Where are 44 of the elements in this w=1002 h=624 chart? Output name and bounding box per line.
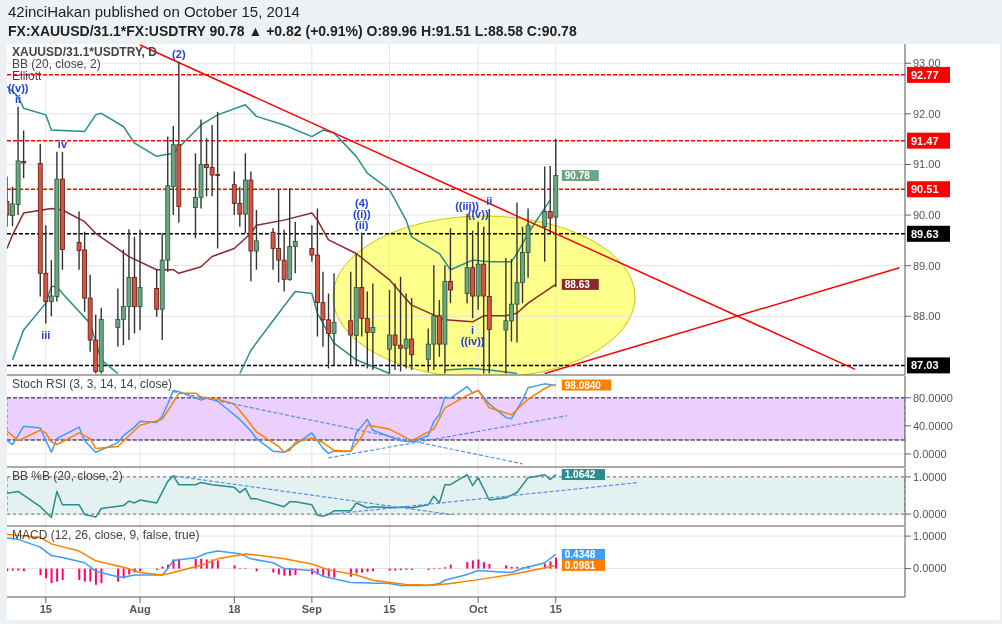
x-tick-label: Sep	[301, 602, 323, 615]
y-tick-label: 0.0000	[913, 508, 947, 521]
x-tick-label: Oct	[469, 602, 488, 615]
chart-title: BB %B (20, close, 2)	[12, 469, 123, 483]
data-label: 0.0981	[564, 559, 596, 571]
y-tick-label: 80.0000	[913, 391, 953, 404]
chart-title: Stoch RSI (3, 3, 14, 14, close)	[12, 377, 173, 391]
y-tick-label: 88.00	[913, 310, 941, 323]
y-tick-label: 1.0000	[913, 470, 947, 483]
x-tick-label: 18	[228, 602, 241, 615]
annotation: iii	[41, 329, 51, 342]
annotation: ((v))	[7, 81, 29, 94]
x-tick-label: 15	[383, 602, 396, 615]
y-tick-label: 93.00	[913, 57, 941, 70]
annotation: ii	[486, 194, 493, 207]
ref-line-label: 87.03	[911, 359, 939, 372]
annotation: ((iii))	[455, 200, 480, 213]
x-tick-label: 15	[549, 602, 562, 615]
y-tick-label: 90.00	[913, 208, 941, 221]
chart-subtitle: FX:XAUUSD/31.1*FX:USDTRY 90.78 ▲ +0.82 (+0.91%) O:89.96 H:91.51 L:88.58 C:90.78	[8, 23, 577, 39]
y-tick-label: 1.0000	[913, 530, 947, 542]
ref-line-label: 92.77	[911, 68, 939, 81]
annotation: 90.78	[564, 170, 591, 182]
ref-line-label: 91.47	[911, 134, 939, 147]
y-tick-label: 92.00	[913, 107, 941, 120]
annotation: (2)	[172, 47, 186, 60]
y-tick-label: 40.0000	[913, 419, 953, 432]
y-tick-label: 91.00	[913, 158, 941, 171]
data-label: 98.0840	[564, 379, 602, 391]
y-tick-label: 89.00	[913, 259, 941, 272]
ref-line-label: 90.51	[911, 183, 939, 196]
annotation: BB (20, close, 2)	[12, 57, 101, 71]
annotation: (4)	[355, 196, 369, 209]
y-tick-label: 0.0000	[913, 562, 947, 575]
y-tick-label: 0.0000	[913, 447, 947, 460]
annotation: iv	[57, 137, 68, 150]
chart-title: 42inciHakan published on October 15, 2014	[8, 3, 300, 20]
data-label: 88.63	[564, 278, 591, 290]
data-label: 1.0642	[564, 469, 596, 481]
data-label: 0.4348	[564, 548, 596, 560]
ref-line-label: 89.63	[911, 227, 939, 240]
x-tick-label: Aug	[129, 602, 151, 615]
x-tick-label: 15	[39, 602, 52, 615]
annotation: i	[471, 324, 475, 337]
